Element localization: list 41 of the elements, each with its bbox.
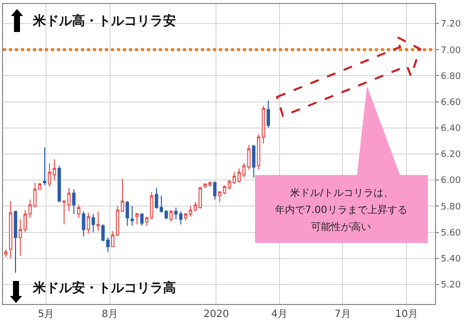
y-tick-label: 5.40 — [440, 254, 462, 264]
annotation: 米ドル高・トルコリラ安 — [32, 13, 176, 29]
annotation: 年内で7.00リラまで上昇する — [275, 204, 408, 216]
candlestick — [130, 206, 134, 226]
y-tick-label: 6.00 — [440, 176, 462, 186]
candlestick — [92, 214, 95, 233]
candlestick — [82, 210, 86, 237]
candlestick — [14, 210, 18, 274]
candlestick — [58, 165, 61, 203]
candlestick — [42, 146, 46, 186]
y-tick-label: 6.80 — [440, 72, 462, 82]
annotation: 可能性が高い — [311, 221, 371, 233]
x-tick-label: 8月 — [102, 309, 118, 320]
y-tick-label: 5.60 — [440, 228, 462, 238]
candlestick — [266, 100, 270, 128]
candlestick — [8, 200, 12, 259]
candlestick — [135, 212, 139, 225]
candlestick — [77, 204, 80, 218]
annotation: 米ドル/トルコリラは、 — [290, 187, 394, 199]
candlestick — [252, 144, 256, 178]
candlestick — [4, 248, 8, 258]
y-tick-label: 5.80 — [440, 202, 462, 212]
candlestick — [169, 210, 173, 222]
x-tick-label: 5月 — [38, 309, 54, 320]
candlestick — [213, 180, 217, 200]
candlestick — [86, 212, 90, 234]
candlestick — [140, 214, 144, 226]
annotation: 米ドル安・トルコリラ高 — [32, 280, 176, 296]
y-tick-label: 7.00 — [440, 46, 462, 56]
candlestick — [72, 188, 76, 214]
candlestick — [96, 210, 100, 232]
y-tick-label: 6.20 — [440, 150, 462, 160]
y-tick-label: 6.40 — [440, 124, 462, 134]
y-tick-label: 5.20 — [440, 280, 462, 291]
x-tick-label: 7月 — [334, 309, 351, 320]
x-tick-label: 10月 — [395, 309, 418, 320]
y-tick-label: 7.20 — [440, 20, 462, 30]
x-tick-label: 2020 — [203, 309, 229, 320]
candlestick — [126, 200, 130, 226]
x-tick-label: 4月 — [271, 309, 288, 320]
y-tick-label: 6.60 — [440, 98, 462, 108]
